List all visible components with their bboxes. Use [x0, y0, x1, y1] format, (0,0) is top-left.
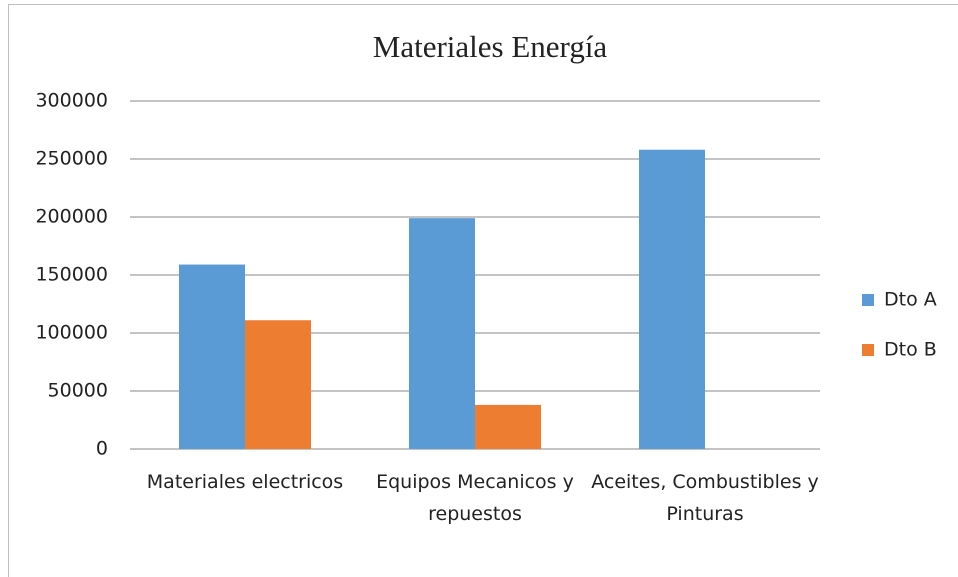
- y-tick-label: 250000: [35, 148, 108, 170]
- bar: [179, 264, 245, 449]
- legend-swatch: [862, 294, 874, 306]
- legend-label: Dto B: [884, 339, 937, 361]
- x-tick-label: Equipos Mecanicos y repuestos: [376, 471, 574, 525]
- y-tick-label: 200000: [35, 206, 108, 228]
- y-tick-label: 150000: [35, 264, 108, 286]
- x-tick-label: Materiales electricos: [146, 471, 344, 493]
- y-tick-label: 300000: [35, 90, 108, 112]
- bar: [475, 404, 541, 449]
- y-tick-label: 0: [96, 438, 108, 460]
- legend-label: Dto A: [884, 289, 937, 311]
- bar: [639, 149, 705, 449]
- legend-swatch: [862, 344, 874, 356]
- chart-border: [8, 4, 958, 577]
- chart-title: Materiales Energía: [373, 29, 608, 64]
- bar: [409, 218, 475, 449]
- y-tick-label: 100000: [35, 322, 108, 344]
- bar: [245, 320, 311, 449]
- x-tick-label: Aceites, Combustibles y Pinturas: [591, 471, 819, 525]
- y-tick-label: 50000: [48, 380, 108, 402]
